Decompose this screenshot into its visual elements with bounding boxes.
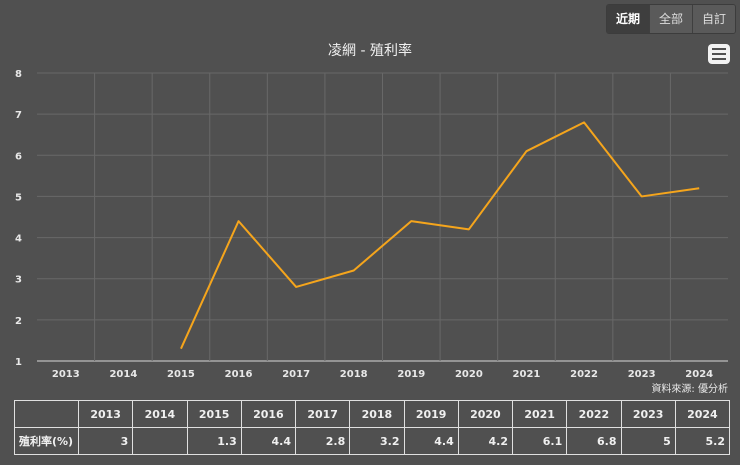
chart-menu-icon[interactable] [708,44,730,64]
table-value-cell: 6.1 [511,427,568,455]
y-tick-label: 3 [15,275,22,286]
line-chart: 1 2 3 4 5 6 7 8 2013 2014 2015 2016 2017 2018 2019 2020… [15,69,728,380]
range-recent-button[interactable]: 近期 [607,5,650,33]
table-year-cell: 2015 [186,400,242,428]
y-tick-label: 1 [15,357,22,368]
range-selector: 近期 全部 自訂 [606,4,736,34]
range-all-button[interactable]: 全部 [650,5,693,33]
table-value-cell: 4.4 [403,427,459,455]
x-tick-label: 2020 [455,369,483,380]
table-year-cell: 2016 [240,400,297,428]
y-tick-label: 7 [15,110,22,121]
table-value-cell: 1.3 [186,427,242,455]
table-year-cell: 2017 [294,400,351,428]
x-tick-label: 2017 [282,369,310,380]
table-value-cell: 3 [77,427,134,455]
x-tick-label: 2014 [109,369,137,380]
x-tick-label: 2024 [685,369,713,380]
x-tick-label: 2019 [397,369,425,380]
series-line [180,121,700,350]
x-tick-label: 2013 [52,369,80,380]
table-value-cell: 2.8 [294,427,351,455]
data-source: 資料來源: 優分析 [651,384,728,395]
table-value-cell: 5.2 [674,427,731,455]
table-year-cell: 2018 [349,400,405,428]
table-year-cell: 2023 [620,400,676,428]
y-tick-label: 4 [15,234,22,245]
table-year-cell: 2022 [566,400,622,428]
table-value-cell: 6.8 [566,427,622,455]
x-tick-label: 2022 [570,369,598,380]
table-value-cell: 3.2 [349,427,405,455]
x-tick-label: 2016 [225,369,253,380]
table-year-cell: 2021 [511,400,568,428]
table-year-cell: 2014 [132,400,188,428]
table-corner-cell [14,400,79,428]
x-tick-label: 2023 [628,369,656,380]
y-tick-label: 8 [15,69,22,80]
x-tick-label: 2015 [167,369,195,380]
y-tick-label: 5 [15,192,22,203]
range-custom-button[interactable]: 自訂 [693,5,735,33]
table-value-cell: 4.2 [457,427,514,455]
table-header-row: 2013 2014 2015 2016 2017 2018 2019 2020 … [14,400,731,428]
table-value-cell [132,427,188,455]
table-year-cell: 2019 [403,400,459,428]
data-table: 2013 2014 2015 2016 2017 2018 2019 2020 … [14,400,731,455]
table-row-label: 殖利率(%) [14,427,79,455]
chart-title: 凌網 - 殖利率 [328,43,412,59]
table-year-cell: 2024 [674,400,731,428]
table-year-cell: 2013 [77,400,134,428]
x-tick-label: 2018 [340,369,368,380]
y-tick-label: 6 [15,151,22,162]
x-tick-label: 2021 [513,369,541,380]
table-row: 殖利率(%) 3 1.3 4.4 2.8 3.2 4.4 4.2 6.1 6.8… [14,427,731,455]
table-value-cell: 5 [620,427,676,455]
table-year-cell: 2020 [457,400,514,428]
y-tick-label: 2 [15,316,22,327]
table-value-cell: 4.4 [240,427,297,455]
